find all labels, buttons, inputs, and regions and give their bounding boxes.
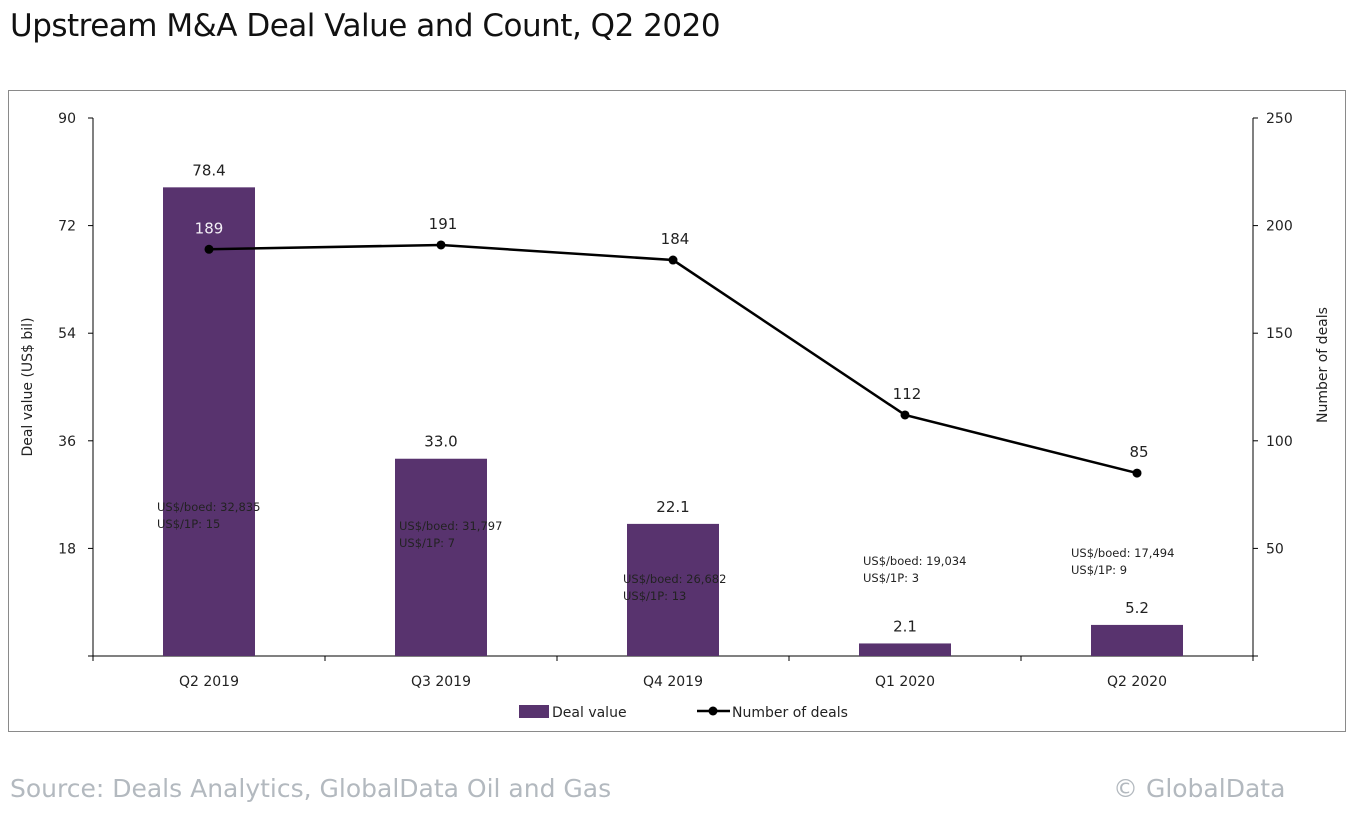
x-tick-label: Q4 2019 — [643, 674, 703, 690]
legend-line-marker — [708, 706, 718, 716]
line-data-label: 189 — [195, 219, 224, 237]
bar-deal-value — [859, 643, 951, 656]
bar-data-label: 5.2 — [1125, 599, 1149, 617]
bar-deal-value — [627, 523, 719, 656]
right-tick-label: 50 — [1266, 541, 1284, 557]
chart-frame — [8, 90, 1346, 732]
line-number-of-deals — [208, 243, 1138, 475]
left-tick-label: 36 — [58, 434, 76, 450]
line-point — [1132, 468, 1142, 478]
price-annotation: US$/1P: 13 — [623, 589, 686, 603]
legend-bar-swatch — [519, 705, 549, 718]
bar-deal-value — [1091, 624, 1183, 656]
line-data-label: 85 — [1129, 443, 1148, 461]
right-tick-label: 250 — [1266, 111, 1293, 127]
bar-data-label: 33.0 — [424, 433, 457, 451]
copyright: © GlobalData — [1113, 774, 1286, 803]
x-tick-label: Q2 2020 — [1107, 674, 1167, 690]
legend-label-deal-value: Deal value — [552, 705, 627, 721]
price-annotation: US$/boed: 17,494 — [1071, 546, 1174, 560]
price-annotation: US$/1P: 15 — [157, 517, 220, 531]
source-note: Source: Deals Analytics, GlobalData Oil … — [10, 774, 612, 803]
x-tick-label: Q2 2019 — [179, 674, 239, 690]
bar-data-label: 2.1 — [893, 617, 917, 635]
line-data-label: 184 — [661, 230, 690, 248]
right-tick-label: 200 — [1266, 219, 1293, 235]
y2-axis-label: Number of deals — [1315, 307, 1331, 423]
line-point — [204, 244, 214, 254]
price-annotation: US$/1P: 7 — [399, 536, 455, 550]
chart-title: Upstream M&A Deal Value and Count, Q2 20… — [10, 8, 721, 44]
price-annotation: US$/boed: 26,682 — [623, 572, 726, 586]
price-annotation: US$/boed: 32,835 — [157, 500, 260, 514]
line-data-label: 112 — [893, 385, 922, 403]
price-annotation: US$/1P: 9 — [1071, 563, 1127, 577]
y-axis-label: Deal value (US$ bil) — [20, 317, 36, 456]
line-point — [668, 255, 678, 265]
left-tick-label: 18 — [58, 541, 76, 557]
x-tick-label: Q3 2019 — [411, 674, 471, 690]
legend-label-number-of-deals: Number of deals — [732, 705, 848, 721]
left-tick-label: 54 — [58, 326, 76, 342]
right-tick-label: 150 — [1266, 326, 1293, 342]
bar-deal-value — [395, 458, 487, 656]
line-point — [436, 240, 446, 250]
left-tick-label: 90 — [58, 111, 76, 127]
right-tick-label: 100 — [1266, 434, 1293, 450]
x-tick-label: Q1 2020 — [875, 674, 935, 690]
bar-data-label: 78.4 — [192, 161, 225, 179]
price-annotation: US$/boed: 19,034 — [863, 554, 966, 568]
line-point — [900, 410, 910, 420]
price-annotation: US$/boed: 31,797 — [399, 519, 502, 533]
price-annotation: US$/1P: 3 — [863, 571, 919, 585]
bar-deal-value — [163, 187, 255, 656]
line-data-label: 191 — [429, 215, 458, 233]
bar-data-label: 22.1 — [656, 498, 689, 516]
left-tick-label: 72 — [58, 219, 76, 235]
